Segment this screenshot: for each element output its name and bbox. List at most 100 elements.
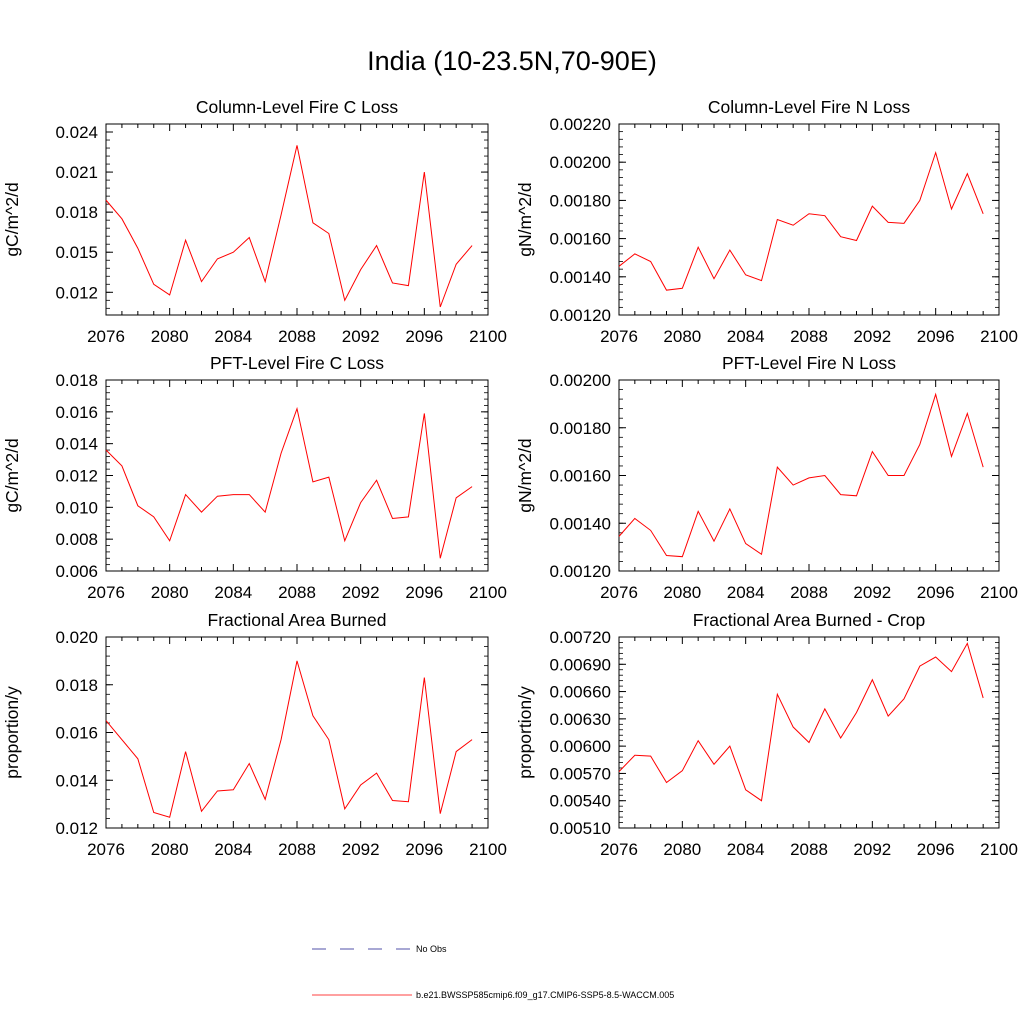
y-tick-label: 0.00200 [550,371,611,390]
y-tick-label: 0.00720 [550,628,611,647]
y-tick-label: 0.00220 [550,115,611,134]
y-tick-label: 0.016 [55,403,98,422]
y-tick-label: 0.014 [55,771,98,790]
panel-title: Column-Level Fire N Loss [708,97,911,117]
x-tick-label: 2092 [853,583,891,602]
y-tick-label: 0.00660 [550,683,611,702]
y-axis-label: gC/m^2/d [2,182,22,256]
y-tick-label: 0.00160 [550,467,611,486]
y-tick-label: 0.021 [55,163,98,182]
y-axis-label: gN/m^2/d [515,438,535,512]
series-line [619,394,983,556]
x-tick-label: 2092 [342,583,380,602]
panel-5: 2076 2080 2084 2088 2092 2096 2100 0.012 0.014 0.… [2,610,507,859]
y-tick-label: 0.012 [55,283,98,302]
y-tick-label: 0.00200 [550,153,611,172]
y-tick-label: 0.00630 [550,710,611,729]
panel-title: PFT-Level Fire C Loss [210,353,384,373]
x-tick-label: 2084 [214,840,252,859]
panel-3: 2076 2080 2084 2088 2092 2096 2100 0.006 0.008 0.… [2,353,507,602]
y-tick-label: 0.00540 [550,792,611,811]
y-tick-label: 0.00180 [550,419,611,438]
x-tick-label: 2100 [469,840,507,859]
x-tick-label: 2092 [853,840,891,859]
x-tick-label: 2088 [278,583,316,602]
x-tick-label: 2084 [214,327,252,346]
y-tick-label: 0.00510 [550,819,611,838]
y-tick-label: 0.00120 [550,562,611,581]
x-tick-label: 2100 [980,583,1018,602]
y-tick-label: 0.00570 [550,764,611,783]
y-axis-label: proportion/y [515,686,535,779]
y-axis-label: proportion/y [2,686,22,779]
y-tick-label: 0.00120 [550,306,611,325]
legend-label-model: b.e21.BWSSP585cmip6.f09_g17.CMIP6-SSP5-8… [416,990,674,1000]
x-tick-label: 2076 [600,583,638,602]
y-tick-label: 0.015 [55,243,98,262]
plot-frame [619,637,999,828]
panel-4: 2076 2080 2084 2088 2092 2096 2100 0.00120 0.001… [515,353,1018,602]
y-tick-label: 0.018 [55,676,98,695]
x-tick-label: 2084 [727,840,765,859]
y-tick-label: 0.00140 [550,268,611,287]
panel-2: 2076 2080 2084 2088 2092 2096 2100 0.00120 0.001… [515,97,1018,346]
y-tick-label: 0.012 [55,819,98,838]
x-tick-label: 2076 [600,327,638,346]
y-tick-label: 0.00690 [550,655,611,674]
x-tick-label: 2076 [600,840,638,859]
x-tick-label: 2088 [790,583,828,602]
x-tick-label: 2096 [405,327,443,346]
x-tick-label: 2076 [87,840,125,859]
y-tick-label: 0.00180 [550,191,611,210]
x-tick-label: 2092 [342,327,380,346]
x-tick-label: 2100 [469,327,507,346]
x-tick-label: 2092 [853,327,891,346]
panel-title: Fractional Area Burned [208,610,387,630]
plot-frame [619,124,999,315]
x-tick-label: 2076 [87,327,125,346]
y-tick-label: 0.00140 [550,514,611,533]
x-tick-label: 2100 [469,583,507,602]
x-tick-label: 2100 [980,840,1018,859]
y-tick-label: 0.010 [55,498,98,517]
legend-label-no-obs: No Obs [416,944,447,954]
y-tick-label: 0.020 [55,628,98,647]
x-tick-label: 2088 [278,327,316,346]
plot-frame [106,124,488,315]
x-tick-label: 2076 [87,583,125,602]
series-line [619,153,983,291]
x-tick-label: 2084 [727,583,765,602]
series-line [106,661,472,817]
y-tick-label: 0.018 [55,203,98,222]
x-tick-label: 2088 [790,327,828,346]
y-axis-label: gC/m^2/d [2,438,22,512]
x-tick-label: 2080 [663,327,701,346]
y-tick-label: 0.00600 [550,737,611,756]
y-tick-label: 0.014 [55,435,98,454]
y-tick-label: 0.018 [55,371,98,390]
y-tick-label: 0.024 [55,123,98,142]
y-tick-label: 0.008 [55,530,98,549]
series-line [106,145,472,307]
plot-frame [619,380,999,571]
x-tick-label: 2092 [342,840,380,859]
x-tick-label: 2084 [214,583,252,602]
y-tick-label: 0.00160 [550,230,611,249]
y-axis-label: gN/m^2/d [515,182,535,256]
panel-1: 2076 2080 2084 2088 2092 2096 2100 0.012 0.015 0.… [2,97,507,346]
x-tick-label: 2100 [980,327,1018,346]
y-tick-label: 0.012 [55,467,98,486]
series-line [106,409,472,559]
y-tick-label: 0.016 [55,724,98,743]
panel-title: Fractional Area Burned - Crop [693,610,925,630]
x-tick-label: 2080 [663,583,701,602]
panel-title: Column-Level Fire C Loss [196,97,399,117]
series-line [619,643,983,800]
x-tick-label: 2096 [405,583,443,602]
x-tick-label: 2080 [151,840,189,859]
panel-title: PFT-Level Fire N Loss [722,353,896,373]
x-tick-label: 2096 [917,327,955,346]
x-tick-label: 2080 [151,583,189,602]
x-tick-label: 2080 [663,840,701,859]
x-tick-label: 2096 [917,840,955,859]
